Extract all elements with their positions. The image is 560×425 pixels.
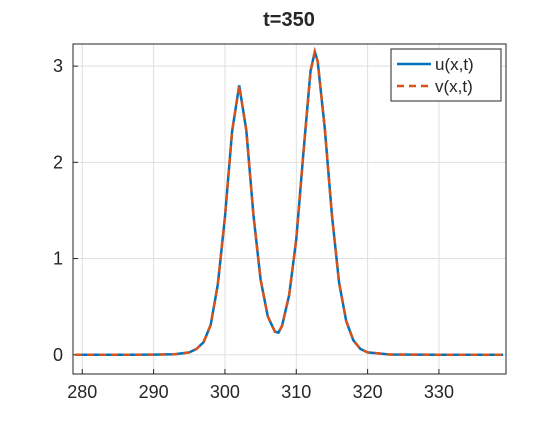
axes-box <box>72 43 507 375</box>
legend-label: u(x,t) <box>435 55 474 74</box>
chart-title: t=350 <box>263 9 315 31</box>
y-tick-label: 1 <box>53 249 63 269</box>
y-tick-label: 0 <box>53 345 63 365</box>
x-tick-label: 320 <box>353 382 383 402</box>
y-tick-label: 3 <box>53 56 63 76</box>
x-tick-label: 290 <box>139 382 169 402</box>
x-tick-label: 310 <box>281 382 311 402</box>
line-series <box>75 46 504 357</box>
x-tick-label: 300 <box>210 382 240 402</box>
legend-box <box>390 48 502 102</box>
x-tick-label: 330 <box>424 382 454 402</box>
x-tick-label: 280 <box>67 382 97 402</box>
legend-label: v(x,t) <box>435 77 473 96</box>
y-tick-label: 2 <box>53 152 63 172</box>
